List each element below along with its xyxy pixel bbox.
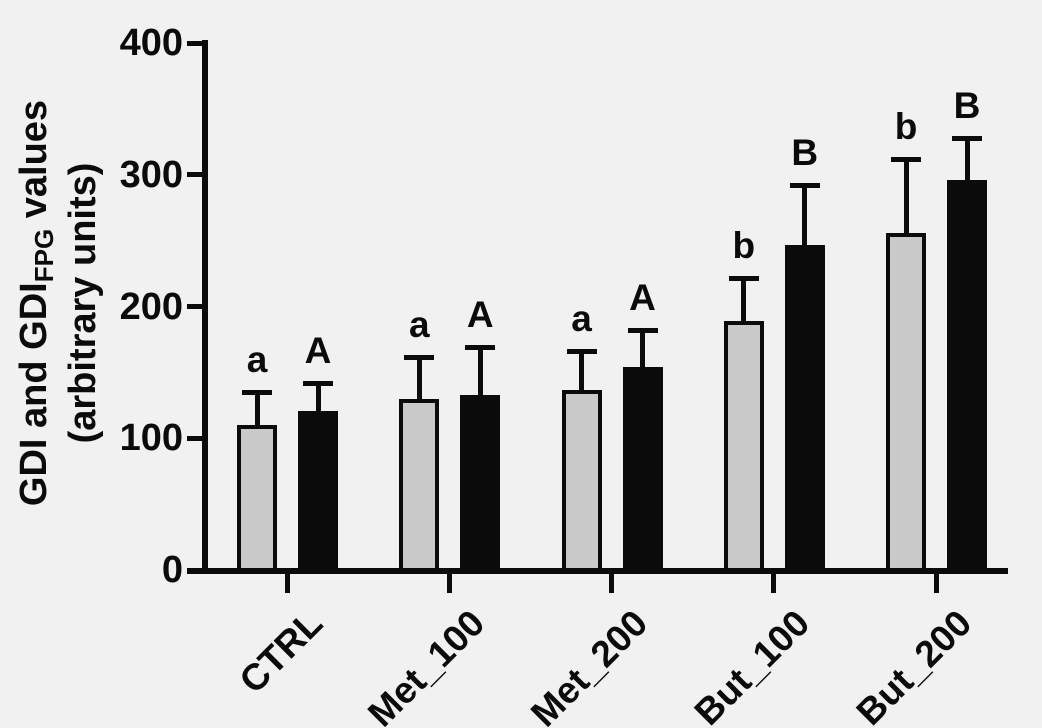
significance-letter: b [732, 224, 756, 266]
bar-black [622, 367, 663, 573]
error-bar-stem [640, 330, 645, 370]
bar-black [784, 244, 825, 573]
error-bar-cap [952, 135, 982, 141]
y-axis-tick-label: 300 [119, 153, 183, 196]
category-label: Met_100 [360, 602, 493, 728]
bar-gray [886, 232, 926, 573]
x-axis-tick [771, 574, 777, 593]
y-axis-tick [187, 435, 203, 441]
category-label: Met_200 [522, 602, 655, 728]
error-bar-cap [566, 349, 597, 355]
error-bar-stem [254, 392, 260, 428]
error-bar-stem [964, 137, 970, 183]
bar-gray [561, 389, 602, 573]
x-axis-tick [446, 574, 452, 593]
bar-gray [237, 425, 277, 573]
category-label: CTRL [231, 602, 331, 702]
bar-black [947, 180, 987, 573]
bar-gray [399, 398, 440, 573]
x-axis-tick [609, 574, 614, 593]
category-label: But_100 [686, 602, 818, 728]
error-bar-cap [789, 183, 820, 189]
y-axis-tick [187, 172, 203, 178]
significance-letter: A [304, 329, 332, 371]
significance-letter: a [408, 303, 430, 345]
error-bar-cap [891, 156, 921, 162]
x-axis-tick [284, 574, 290, 593]
significance-letter: b [894, 105, 918, 147]
significance-letter: A [466, 294, 494, 336]
significance-letter: B [953, 84, 981, 126]
category-label: But_200 [848, 602, 980, 728]
y-axis-tick-label: 200 [119, 285, 183, 328]
y-axis-tick-label: 0 [161, 549, 183, 591]
bar-black [460, 394, 501, 573]
bar-gray [723, 320, 764, 573]
significance-letter: A [629, 277, 656, 319]
error-bar-cap [303, 380, 333, 386]
y-axis-tick-label: 400 [119, 22, 183, 64]
error-bar-stem [416, 356, 422, 401]
y-axis-tick-label: 100 [119, 417, 183, 460]
error-bar-stem [802, 185, 808, 247]
error-bar-stem [903, 158, 909, 235]
x-axis-baseline [187, 568, 1008, 574]
y-axis-title-subscript: FPG [29, 228, 59, 283]
y-axis-tick [187, 304, 203, 309]
y-axis-title-line1: GDI and GDIFPG values [13, 99, 59, 507]
error-bar-cap [728, 275, 759, 281]
error-bar-cap [627, 328, 658, 334]
error-bar-stem [477, 347, 483, 397]
significance-letter: B [791, 132, 819, 174]
bar-black [298, 410, 338, 573]
y-axis-tick [187, 40, 203, 46]
y-axis-line [202, 40, 208, 574]
error-bar-cap [465, 345, 496, 351]
x-axis-tick [933, 574, 939, 593]
error-bar-stem [579, 351, 584, 392]
error-bar-stem [315, 382, 321, 413]
error-bar-stem [741, 277, 747, 323]
significance-letter: a [246, 339, 268, 381]
error-bar-cap [404, 354, 435, 360]
significance-letter: a [571, 298, 592, 340]
error-bar-cap [242, 390, 272, 396]
